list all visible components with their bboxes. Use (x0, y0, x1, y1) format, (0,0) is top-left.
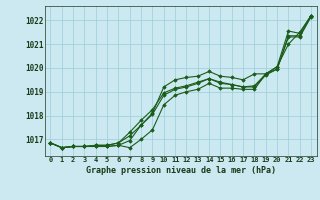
X-axis label: Graphe pression niveau de la mer (hPa): Graphe pression niveau de la mer (hPa) (86, 166, 276, 175)
